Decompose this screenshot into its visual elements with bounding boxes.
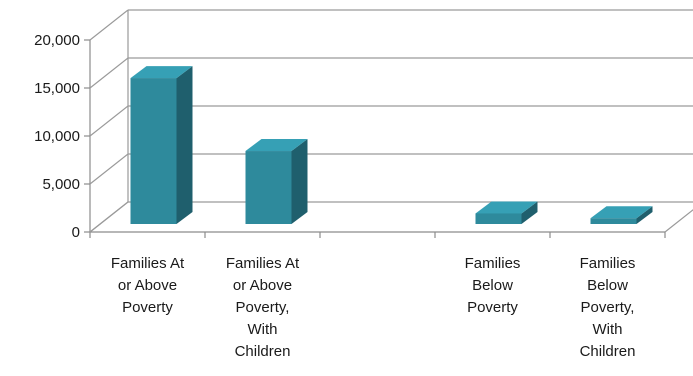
bar bbox=[245, 139, 308, 224]
x-tick-label: Families Below Poverty, With Children bbox=[580, 255, 636, 360]
x-tick-label-line: Below bbox=[587, 277, 628, 294]
x-tick-label-line: Poverty, bbox=[236, 299, 290, 316]
x-tick-label-line: Children bbox=[235, 343, 291, 360]
x-tick-label: Families At or Above Poverty bbox=[111, 255, 185, 316]
bar-side bbox=[636, 206, 653, 224]
x-tick-label-line: Poverty, bbox=[581, 299, 635, 316]
y-axis-ticks: 0 5,000 10,000 15,000 20,000 bbox=[34, 32, 666, 241]
y-tick-label: 5,000 bbox=[42, 176, 80, 193]
x-tick-label-line: Children bbox=[580, 343, 636, 360]
x-tick-label-line: Families At bbox=[226, 255, 300, 272]
y-tick-label: 15,000 bbox=[34, 80, 80, 97]
bar-front bbox=[245, 151, 292, 224]
bar-front bbox=[590, 218, 637, 224]
x-tick-label-line: Poverty bbox=[122, 299, 173, 316]
bar-side bbox=[521, 201, 538, 224]
y-tick-label: 20,000 bbox=[34, 32, 80, 49]
x-tick-label-line: Poverty bbox=[467, 299, 518, 316]
bar-top bbox=[590, 206, 653, 219]
bar bbox=[475, 201, 538, 224]
bar-top bbox=[130, 66, 193, 79]
bars bbox=[130, 66, 653, 224]
floor-right-edge bbox=[664, 209, 693, 233]
x-tick-label-line: With bbox=[248, 321, 278, 338]
gridline-wall-3 bbox=[89, 57, 129, 89]
gridline-wall-0 bbox=[89, 201, 129, 233]
gridline-wall-1 bbox=[89, 153, 129, 185]
x-tick-label-line: Below bbox=[472, 277, 513, 294]
bar-top bbox=[475, 201, 538, 214]
gridline-wall-4 bbox=[89, 9, 129, 41]
x-tick-label: Families Below Poverty bbox=[465, 255, 521, 316]
bar-side bbox=[291, 139, 308, 224]
y-tick-label: 10,000 bbox=[34, 128, 80, 145]
x-tick-label-line: With bbox=[593, 321, 623, 338]
x-tick-label: Families At or Above Poverty, With Children bbox=[226, 255, 300, 360]
gridline-wall-2 bbox=[89, 105, 129, 137]
y-tick-label: 0 bbox=[72, 224, 80, 241]
bar-front bbox=[475, 213, 522, 224]
bar-front bbox=[130, 78, 177, 224]
x-tick-label-line: Families At bbox=[111, 255, 185, 272]
x-tick-label-line: or Above bbox=[233, 277, 292, 294]
x-axis-labels: Families At or Above Poverty Families At or … bbox=[111, 255, 636, 360]
bar bbox=[130, 66, 193, 224]
x-tick-label-line: or Above bbox=[118, 277, 177, 294]
x-tick-label-line: Families bbox=[580, 255, 636, 272]
bar-side bbox=[176, 66, 193, 224]
x-tick-label-line: Families bbox=[465, 255, 521, 272]
gridlines bbox=[89, 9, 693, 233]
bar-top bbox=[245, 139, 308, 152]
bar bbox=[590, 206, 653, 224]
